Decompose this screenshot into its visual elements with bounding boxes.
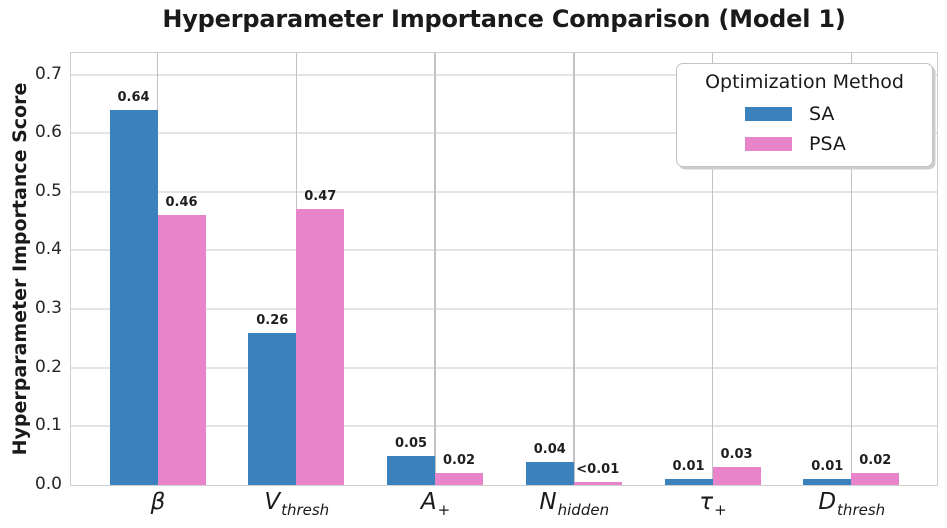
x-tick-label-2: A+ (421, 489, 450, 519)
bar-sa-3 (525, 461, 574, 485)
x-tick-label-0: β (151, 489, 166, 515)
legend-entry-psa: PSA (677, 129, 932, 159)
bar-value-label-sa-3: 0.04 (533, 441, 566, 457)
x-tick-base: β (150, 489, 166, 515)
bar-value-label-sa-5: 0.01 (811, 459, 844, 475)
bar-psa-4 (712, 467, 761, 485)
x-tick-base: N (539, 489, 557, 515)
legend-swatch-sa (745, 107, 792, 121)
x-tick-subscript: hidden (557, 501, 610, 519)
legend-title: Optimization Method (705, 71, 904, 93)
x-tick-subscript: thresh (281, 501, 330, 519)
chart-title: Hyperparameter Importance Comparison (Mo… (162, 5, 846, 33)
bar-sa-4 (664, 479, 713, 485)
gridline-vertical (573, 53, 575, 485)
bar-sa-1 (248, 332, 297, 485)
bar-sa-0 (109, 109, 158, 485)
bar-value-label-sa-1: 0.26 (256, 312, 289, 328)
y-tick-label: 0.2 (34, 356, 62, 377)
x-tick-label-1: Vthresh (264, 489, 329, 519)
bar-psa-3 (573, 482, 622, 485)
bar-value-label-psa-1: 0.47 (304, 189, 337, 205)
gridline-horizontal (71, 73, 937, 76)
bar-value-label-psa-3: <0.01 (576, 462, 620, 478)
gridline-vertical (711, 53, 714, 485)
x-tick-base: A (420, 489, 437, 515)
bar-value-label-psa-5: 0.02 (859, 453, 892, 469)
gridline-horizontal (71, 132, 937, 135)
y-tick-label: 0.7 (34, 63, 62, 84)
gridline-horizontal (71, 366, 937, 369)
x-tick-base: V (264, 489, 281, 515)
bar-value-label-psa-0: 0.46 (165, 195, 198, 211)
y-tick-label: 0.5 (34, 180, 62, 201)
legend-label-sa: SA (809, 103, 835, 125)
gridline-vertical (850, 53, 852, 485)
legend-entry-sa: SA (677, 99, 932, 129)
gridline-horizontal (71, 425, 937, 428)
legend-swatch-psa (745, 137, 792, 151)
x-tick-subscript: thresh (837, 501, 886, 519)
gridline-horizontal (71, 249, 937, 252)
bar-value-label-sa-0: 0.64 (117, 89, 150, 105)
bar-psa-2 (435, 473, 483, 485)
legend: Optimization Method SA PSA (676, 63, 933, 167)
bar-psa-0 (157, 215, 206, 485)
bar-psa-5 (851, 473, 900, 485)
x-tick-base: D (818, 489, 837, 515)
x-tick-label-4: τ+ (699, 489, 726, 519)
x-tick-base: τ (699, 489, 714, 515)
gridline-vertical (434, 53, 436, 485)
y-tick-label: 0.6 (34, 122, 62, 143)
bar-value-label-psa-4: 0.03 (720, 447, 753, 463)
bar-sa-2 (387, 455, 435, 485)
bar-value-label-sa-2: 0.05 (394, 435, 428, 451)
y-tick-label: 0.4 (34, 239, 62, 260)
bar-value-label-psa-2: 0.02 (442, 453, 476, 469)
bar-value-label-sa-4: 0.01 (672, 459, 705, 475)
y-tick-label: 0.3 (34, 298, 62, 319)
x-tick-subscript: + (437, 501, 451, 519)
legend-label-psa: PSA (809, 133, 846, 155)
y-tick-label: 0.1 (34, 415, 62, 436)
gridline-horizontal (71, 308, 937, 311)
gridline-horizontal (71, 190, 937, 193)
bar-sa-5 (803, 479, 852, 485)
bar-psa-1 (296, 209, 345, 485)
x-tick-label-3: Nhidden (539, 489, 609, 519)
x-tick-subscript: + (714, 501, 727, 519)
x-tick-label-5: Dthresh (818, 489, 885, 519)
legend-entries: SA PSA (677, 99, 932, 159)
y-tick-label: 0.0 (34, 474, 62, 494)
